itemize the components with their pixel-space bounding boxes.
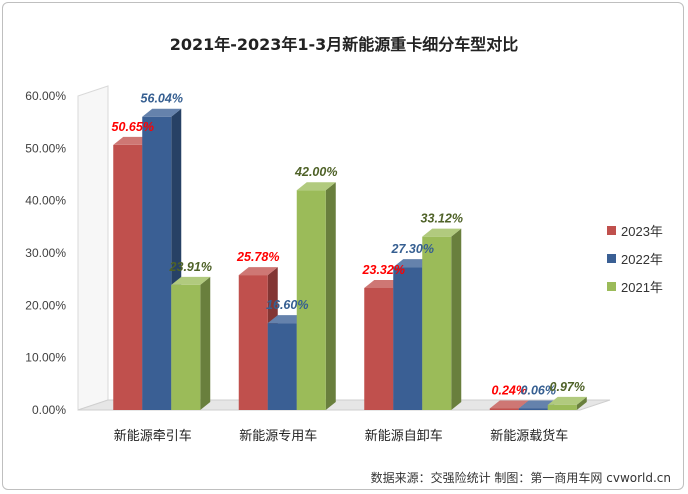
bar-front <box>364 287 394 410</box>
legend-item: 2021年 <box>607 280 663 295</box>
data-label: 42.00% <box>294 165 337 179</box>
y-tick-label: 30.00% <box>25 246 66 260</box>
data-label: 25.78% <box>236 250 279 264</box>
bar-front <box>238 275 268 410</box>
bar-top <box>422 228 462 237</box>
bar <box>171 276 211 410</box>
legend-item: 2023年 <box>607 224 663 239</box>
bar <box>422 228 462 410</box>
legend: 2023年 2022年 2021年 <box>607 224 663 295</box>
bar-top <box>171 276 211 285</box>
data-label: 23.91% <box>169 260 212 274</box>
source-note: 数据来源：交强险统计 制图：第一商用车网 cvworld.cn <box>371 470 671 485</box>
data-label: 0.97% <box>550 380 585 394</box>
bar-front <box>518 408 548 410</box>
bar-front <box>296 190 326 410</box>
data-label: 23.32% <box>362 263 405 277</box>
bars <box>113 108 587 410</box>
legend-swatch <box>607 226 616 235</box>
category-label: 新能源载货车 <box>490 428 568 444</box>
category-label: 新能源自卸车 <box>365 428 443 444</box>
legend-swatch <box>607 254 616 263</box>
chart-frame <box>2 2 684 490</box>
bar-front <box>113 144 143 410</box>
y-tick-label: 40.00% <box>25 194 66 208</box>
data-label: 50.65% <box>112 120 154 134</box>
data-label: 27.30% <box>391 242 434 256</box>
data-label: 33.12% <box>421 212 463 226</box>
bar-side <box>325 182 336 410</box>
y-tick-label: 10.00% <box>25 351 66 365</box>
bar <box>296 182 336 410</box>
bar-top <box>489 400 529 409</box>
bar-top <box>296 182 336 191</box>
bar-front <box>142 116 172 410</box>
legend-label: 2021年 <box>621 280 663 295</box>
bar-front <box>393 267 423 410</box>
data-label: 0.24% <box>492 384 527 398</box>
data-label: 0.06% <box>521 384 556 398</box>
bar-top <box>238 267 278 276</box>
bar <box>547 396 587 410</box>
legend-swatch <box>607 282 616 291</box>
legend-label: 2023年 <box>621 224 663 239</box>
bar-front <box>171 284 201 410</box>
chart-walls <box>77 85 611 411</box>
bar-front <box>489 408 519 410</box>
data-label: 56.04% <box>141 92 183 106</box>
bar-front <box>547 404 577 410</box>
y-tick-label: 50.00% <box>25 141 66 155</box>
data-label: 16.60% <box>266 298 308 312</box>
x-axis-labels: 新能源牵引车 新能源专用车 新能源自卸车 新能源载货车 <box>114 428 569 444</box>
bar-top <box>142 108 182 117</box>
y-tick-label: 0.00% <box>32 403 66 417</box>
bar <box>113 136 153 410</box>
bar <box>142 108 182 410</box>
bar-side <box>576 396 587 410</box>
bar-side <box>451 228 462 410</box>
y-tick-label: 20.00% <box>25 298 66 312</box>
category-label: 新能源牵引车 <box>114 428 192 444</box>
data-labels: 50.65% 56.04% 23.91% 25.78% 16.60% 42.00% 23.3… <box>112 92 585 398</box>
category-label: 新能源专用车 <box>239 428 317 444</box>
y-tick-label: 60.00% <box>25 89 66 103</box>
side-wall <box>77 85 109 411</box>
legend-label: 2022年 <box>621 252 663 267</box>
bar-front <box>267 323 297 410</box>
bar-front <box>422 236 452 410</box>
chart-title: 2021年-2023年1-3月新能源重卡细分车型对比 <box>170 35 519 54</box>
bar-top <box>547 396 587 405</box>
legend-item: 2022年 <box>607 252 663 267</box>
y-axis-ticks: 0.00% 10.00% 20.00% 30.00% 40.00% 50.00% 60.00… <box>25 89 66 417</box>
bar-side <box>200 276 211 410</box>
